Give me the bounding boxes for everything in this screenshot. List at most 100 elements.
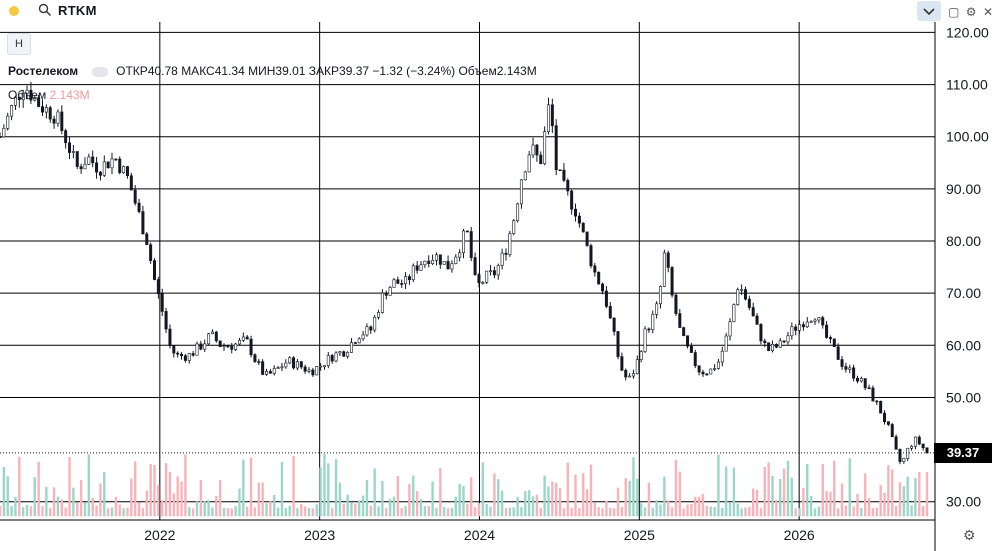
volume-bar bbox=[269, 501, 272, 517]
candle-body bbox=[145, 233, 149, 246]
candle-body bbox=[519, 179, 523, 205]
candle-body bbox=[404, 276, 408, 284]
candle-body bbox=[6, 115, 10, 129]
candle-body bbox=[581, 222, 585, 233]
volume-bar bbox=[21, 506, 25, 517]
volume-bar bbox=[624, 477, 627, 517]
volume-bar bbox=[527, 490, 531, 517]
candle-body bbox=[635, 359, 639, 374]
candle-body bbox=[462, 230, 466, 254]
close-icon[interactable]: ✕ bbox=[983, 5, 994, 19]
candle-body bbox=[720, 350, 724, 363]
volume-bar bbox=[49, 508, 52, 517]
candle-body bbox=[516, 203, 520, 221]
volume-bar bbox=[164, 463, 168, 517]
chart-type-button[interactable]: H bbox=[7, 33, 31, 55]
y-tick-label: 70.00 bbox=[946, 285, 981, 301]
candle-body bbox=[52, 118, 56, 124]
candle-body bbox=[674, 294, 678, 314]
candle-body bbox=[531, 144, 535, 156]
close-label: ЗАКР bbox=[308, 64, 340, 78]
candle-body bbox=[415, 265, 419, 271]
candle-body bbox=[736, 289, 740, 305]
candle-body bbox=[527, 154, 531, 173]
volume-bar bbox=[130, 478, 133, 517]
candle-body bbox=[662, 252, 666, 287]
eye-icon[interactable] bbox=[92, 66, 109, 77]
volume-bar bbox=[867, 498, 871, 517]
volume-bar bbox=[191, 508, 195, 517]
volume-bar bbox=[555, 482, 558, 517]
chevron-down-icon[interactable] bbox=[917, 1, 941, 21]
volume-bar bbox=[620, 506, 624, 517]
candle-body bbox=[813, 319, 817, 322]
candle-body bbox=[593, 265, 597, 273]
window-restore-icon[interactable]: ▢ bbox=[948, 5, 960, 19]
settings-icon[interactable]: ⚙ bbox=[963, 527, 976, 543]
candle-body bbox=[620, 356, 624, 371]
volume-bar bbox=[288, 505, 291, 517]
volume-bar bbox=[697, 496, 701, 517]
volume-bar bbox=[678, 471, 682, 517]
candle-body bbox=[693, 352, 697, 367]
ticker-symbol[interactable]: RTKM bbox=[58, 3, 97, 18]
candle-body bbox=[705, 373, 709, 376]
volume-bar bbox=[276, 507, 280, 517]
volume-bar bbox=[636, 478, 639, 517]
volume-bar bbox=[659, 504, 662, 517]
change-value: −1.32 (−3.24%) bbox=[372, 64, 456, 78]
volume-bar bbox=[392, 496, 396, 517]
candle-body bbox=[25, 89, 29, 94]
candle-body bbox=[411, 265, 415, 281]
candle-body bbox=[767, 342, 771, 351]
volume-bar bbox=[508, 507, 512, 517]
volume-bar bbox=[705, 505, 709, 517]
search-icon[interactable] bbox=[38, 3, 52, 17]
candle-body bbox=[253, 354, 257, 362]
candle-body bbox=[631, 373, 635, 377]
candle-body bbox=[129, 175, 133, 191]
candle-body bbox=[203, 343, 207, 350]
gear-icon[interactable]: ⚙ bbox=[965, 5, 977, 19]
volume-bar bbox=[493, 473, 496, 517]
volume-bar bbox=[315, 504, 318, 517]
candle-body bbox=[299, 361, 303, 368]
volume-bar bbox=[864, 473, 867, 517]
candle-body bbox=[604, 290, 608, 307]
volume-bar bbox=[18, 456, 21, 517]
volume-bar bbox=[589, 464, 593, 517]
volume-bar bbox=[126, 507, 129, 517]
candle-body bbox=[875, 400, 879, 403]
candle-body bbox=[33, 97, 37, 101]
candle-body bbox=[0, 136, 2, 139]
candle-body bbox=[809, 321, 813, 323]
volume-bar bbox=[466, 503, 469, 517]
volume-bar bbox=[616, 487, 620, 517]
candle-body bbox=[794, 326, 798, 331]
volume-bar bbox=[45, 486, 48, 517]
candle-body bbox=[40, 106, 44, 113]
candle-body bbox=[601, 283, 605, 292]
candle-body bbox=[230, 346, 234, 350]
volume-bar bbox=[755, 489, 759, 517]
volume-bar bbox=[574, 474, 577, 517]
volume-bar bbox=[419, 498, 423, 517]
candle-body bbox=[44, 107, 48, 113]
candle-body bbox=[172, 345, 176, 354]
candle-body bbox=[118, 158, 122, 174]
volume-bar bbox=[547, 486, 550, 517]
volume-bar bbox=[106, 508, 110, 517]
candle-body bbox=[237, 339, 241, 345]
candle-body bbox=[562, 169, 566, 181]
candle-body bbox=[349, 342, 353, 353]
candle-body bbox=[268, 371, 272, 374]
candle-body bbox=[825, 324, 829, 338]
candle-body bbox=[102, 161, 106, 176]
candle-body bbox=[469, 231, 473, 258]
volume-bar bbox=[311, 508, 315, 517]
candle-body bbox=[241, 336, 245, 341]
candle-body bbox=[786, 335, 790, 343]
candle-body bbox=[570, 190, 574, 210]
volume-bar bbox=[180, 481, 183, 517]
